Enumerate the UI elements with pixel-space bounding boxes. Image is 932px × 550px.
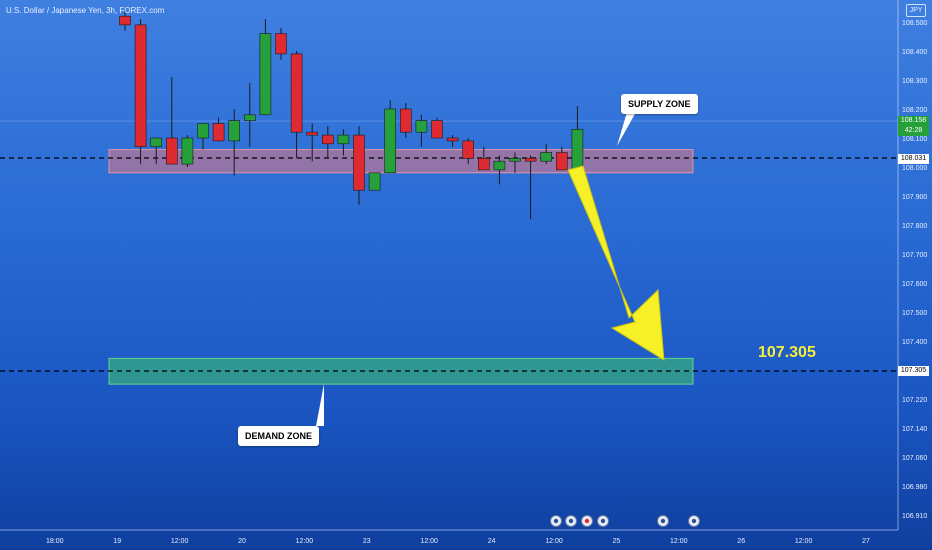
supply-zone-callout: SUPPLY ZONE xyxy=(621,94,698,114)
y-tick-label: 106.910 xyxy=(902,513,927,520)
y-tick-label: 108.400 xyxy=(902,49,927,56)
x-tick-label: 19 xyxy=(113,538,121,545)
y-tick-label: 107.400 xyxy=(902,339,927,346)
x-tick-label: 24 xyxy=(488,538,496,545)
bear-candle xyxy=(166,137,178,165)
x-tick-label: 12:00 xyxy=(420,538,438,545)
x-tick-label: 20 xyxy=(238,538,246,545)
bull-candle xyxy=(384,108,397,174)
bear-candle xyxy=(555,152,568,171)
x-tick-label: 23 xyxy=(363,538,371,545)
y-tick-label: 107.500 xyxy=(902,310,927,317)
countdown-timer: 42:28 xyxy=(904,127,923,134)
bear-candle xyxy=(119,15,131,26)
supply-callout-pointer xyxy=(617,112,636,146)
currency-badge[interactable]: JPY xyxy=(906,4,926,17)
y-tick-label: 107.800 xyxy=(902,223,927,230)
supply-zone xyxy=(108,149,694,174)
demand-callout-pointer xyxy=(316,384,324,426)
bull-candle xyxy=(509,158,521,162)
bull-candle xyxy=(197,123,209,139)
bear-candle xyxy=(321,134,334,145)
x-tick-label: 12:00 xyxy=(296,538,314,545)
y-tick-label: 107.220 xyxy=(902,397,927,404)
y-tick-label: 108.500 xyxy=(902,20,927,27)
bear-candle xyxy=(524,158,537,162)
y-tick-label: 106.980 xyxy=(902,484,927,491)
x-tick-label: 27 xyxy=(862,538,870,545)
y-tick-label: 107.060 xyxy=(902,455,927,462)
y-tick-label: 108.100 xyxy=(902,136,927,143)
y-tick-label: 107.600 xyxy=(902,281,927,288)
x-tick-label: 18:00 xyxy=(46,538,64,545)
event-flag-dot xyxy=(568,518,574,524)
event-flag-dot xyxy=(584,518,590,524)
bull-candle xyxy=(415,120,428,133)
target-arrow xyxy=(567,165,665,361)
event-flag-dot xyxy=(660,518,666,524)
y-tick-label: 107.700 xyxy=(902,252,927,259)
target-price-tag: 107.305 xyxy=(898,366,929,376)
bull-candle xyxy=(571,129,584,171)
y-tick-label: 107.900 xyxy=(902,194,927,201)
bear-candle xyxy=(275,33,287,55)
x-tick-label: 12:00 xyxy=(545,538,563,545)
bull-candle xyxy=(181,137,194,165)
demand-zone-callout: DEMAND ZONE xyxy=(238,426,319,446)
bear-candle xyxy=(431,120,443,139)
bull-candle xyxy=(540,152,553,162)
resistance-price-tag: 108.031 xyxy=(898,154,929,164)
bull-candle xyxy=(337,134,350,145)
y-tick-label: 108.000 xyxy=(902,165,927,172)
bear-candle xyxy=(290,53,303,133)
x-tick-label: 12:00 xyxy=(795,538,813,545)
y-tick-label: 108.300 xyxy=(902,78,927,85)
current-price-tag: 108.158 42:28 xyxy=(898,116,929,136)
bull-candle xyxy=(150,137,162,147)
bear-candle xyxy=(462,140,475,159)
target-price-text: 107.305 xyxy=(758,344,816,361)
bear-candle xyxy=(306,131,319,136)
y-tick-label: 108.200 xyxy=(902,107,927,114)
event-flag-dot xyxy=(553,518,559,524)
bull-candle xyxy=(493,160,506,171)
chart-title: U.S. Dollar / Japanese Yen, 3h, FOREX.co… xyxy=(6,6,165,15)
current-price-value: 108.158 xyxy=(900,117,927,124)
bull-candle xyxy=(228,120,240,142)
bear-candle xyxy=(477,158,490,171)
bear-candle xyxy=(212,123,225,142)
x-tick-label: 26 xyxy=(737,538,745,545)
bear-candle xyxy=(446,137,459,142)
y-tick-label: 107.140 xyxy=(902,426,927,433)
bear-candle xyxy=(353,134,365,191)
event-flag-dot xyxy=(600,518,606,524)
bull-candle xyxy=(244,114,256,121)
x-tick-label: 12:00 xyxy=(670,538,688,545)
bear-candle xyxy=(134,24,147,148)
bull-candle xyxy=(368,172,381,191)
bear-candle xyxy=(399,108,412,133)
bull-candle xyxy=(259,33,272,116)
x-tick-label: 25 xyxy=(613,538,621,545)
event-flag-dot xyxy=(691,518,697,524)
x-tick-label: 12:00 xyxy=(171,538,189,545)
